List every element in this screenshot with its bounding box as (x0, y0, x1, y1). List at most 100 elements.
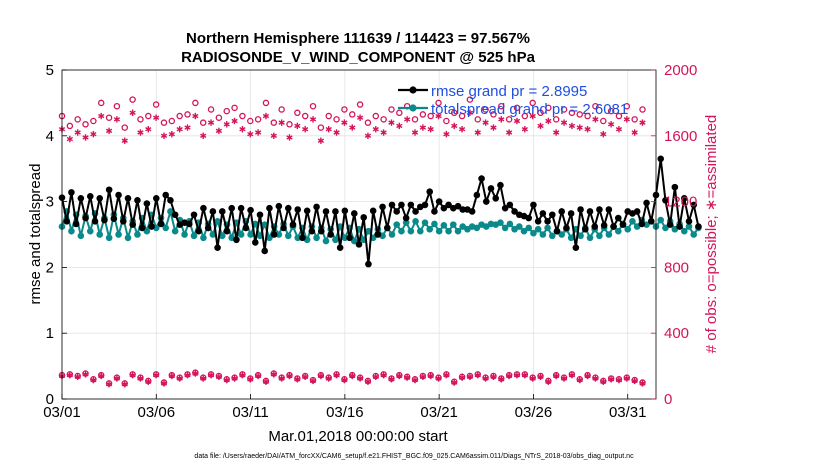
obs_possible_upper-marker (199, 119, 207, 126)
obs_possible_upper-marker (207, 106, 215, 113)
totalspread-point (350, 237, 358, 245)
obs_possible_upper-marker (325, 112, 332, 120)
rmse-point (185, 220, 193, 228)
obs_assimilated_lower-marker (247, 376, 254, 383)
obs_assimilated_upper-marker (466, 109, 474, 116)
obs_assimilated_lower-marker (529, 375, 536, 382)
obs_possible_upper-marker (474, 116, 482, 123)
obs_possible_upper-marker (411, 116, 419, 123)
obs_possible_upper-marker (184, 111, 191, 118)
rmse-point (506, 201, 514, 209)
obs_possible_upper-marker (631, 116, 638, 123)
x-axis-label: Mar.01,2018 00:00:00 start (268, 428, 448, 445)
obs_assimilated_lower-marker (607, 376, 615, 383)
obs_assimilated_lower-marker (568, 371, 576, 379)
rmse-point (134, 196, 141, 204)
obs_possible_upper-marker (192, 99, 199, 107)
totalspread-point (544, 224, 551, 232)
x-tick-label: 03/21 (420, 404, 458, 421)
totalspread-point (690, 231, 698, 238)
totalspread-point (167, 208, 174, 215)
rmse-point (195, 227, 203, 235)
obs_possible_upper-marker (145, 112, 152, 120)
data-file-footer: data file: /Users/raeder/DAI/ATM_forcXX/… (194, 453, 634, 460)
obs_assimilated_lower-marker (145, 378, 152, 385)
rmse-point (530, 201, 537, 209)
obs_possible_upper-marker (278, 106, 285, 113)
obs_assimilated_upper-marker (200, 132, 207, 139)
obs_possible_upper-marker (419, 111, 427, 118)
rmse-point (473, 191, 481, 199)
obs_possible_upper-marker (333, 116, 340, 123)
rmse-point (148, 223, 155, 230)
obs_assimilated_lower-marker (176, 375, 183, 382)
totalspread-point (497, 219, 504, 226)
totalspread-point (614, 227, 622, 235)
totalspread-point (525, 224, 533, 232)
obs_assimilated_upper-marker (333, 129, 340, 136)
obs_assimilated_upper-marker (137, 129, 144, 136)
obs_assimilated_lower-marker (333, 371, 340, 379)
rmse-point (468, 208, 476, 215)
obs_assimilated_upper-marker (90, 130, 97, 138)
x-axis-ticks: 03/01 03/06 03/11 03/16 03/21 03/26 03/31 (43, 394, 646, 421)
obs_assimilated_lower-marker (90, 376, 97, 384)
obs_possible_upper-marker (168, 117, 176, 125)
obs_assimilated_lower-marker (121, 380, 128, 388)
obs_possible_upper-marker (309, 102, 317, 110)
rmse-point (638, 220, 646, 228)
rmse-point (68, 189, 75, 196)
obs_possible_upper-marker (215, 114, 223, 121)
obs_assimilated_lower-marker (623, 375, 630, 382)
obs_possible_upper-marker (270, 119, 278, 126)
obs_assimilated_upper-marker (153, 114, 160, 121)
totalspread-point (435, 227, 443, 235)
obs_possible_upper-marker (262, 99, 270, 107)
rmse-point (138, 224, 146, 232)
obs_assimilated_lower-marker (404, 374, 411, 381)
obs_assimilated_upper-marker (270, 132, 277, 139)
obs_possible_upper-marker (388, 106, 395, 113)
rmse-point (275, 202, 283, 210)
rmse-point (129, 221, 137, 228)
rmse-point (157, 220, 165, 228)
obs_assimilated_lower-marker (600, 378, 607, 385)
obs_assimilated_upper-marker (451, 122, 458, 130)
totalspread-point (105, 234, 113, 242)
totalspread-point (261, 221, 269, 228)
obs_assimilated_upper-marker (168, 130, 175, 138)
obs_assimilated_upper-marker (435, 112, 442, 120)
obs_assimilated_upper-marker (254, 129, 262, 136)
obs_assimilated_lower-marker (286, 372, 293, 380)
rmse-point (544, 218, 551, 225)
rmse-point (525, 214, 533, 222)
obs_assimilated_lower-marker (105, 380, 113, 388)
legend: rmse grand pr = 2.8995 totalspread grand… (398, 83, 628, 118)
obs_assimilated_upper-marker (513, 117, 521, 125)
chart-title: Northern Hemisphere 111639 / 114423 = 97… (186, 30, 530, 47)
obs_possible_upper-marker (160, 119, 168, 126)
rmse-point (614, 214, 622, 222)
obs_assimilated_lower-marker (160, 380, 168, 387)
obs_possible_upper-marker (380, 116, 387, 123)
rmse-point (242, 224, 250, 232)
rmse-point (619, 221, 627, 228)
obs_assimilated_upper-marker (66, 135, 73, 143)
obs_assimilated_lower-marker (98, 372, 105, 380)
obs_assimilated_upper-marker (129, 109, 136, 116)
y-right-tick-label: 400 (664, 325, 689, 342)
obs_possible_upper-marker (607, 107, 615, 115)
obs_possible_upper-marker (82, 121, 89, 128)
obs_assimilated_lower-marker (278, 375, 285, 382)
obs_assimilated_lower-marker (270, 371, 277, 378)
obs_assimilated_lower-marker (451, 379, 458, 386)
obs_assimilated_lower-marker (215, 373, 223, 380)
rmse-point (313, 203, 320, 211)
rmse-point (110, 215, 118, 223)
obs_possible_upper-marker (176, 112, 183, 120)
obs_possible_upper-marker (505, 116, 513, 123)
rmse-point (124, 195, 132, 202)
obs_possible_upper-marker (490, 111, 497, 118)
obs_possible_upper-marker (529, 99, 536, 107)
obs_assimilated_upper-marker (294, 122, 301, 130)
